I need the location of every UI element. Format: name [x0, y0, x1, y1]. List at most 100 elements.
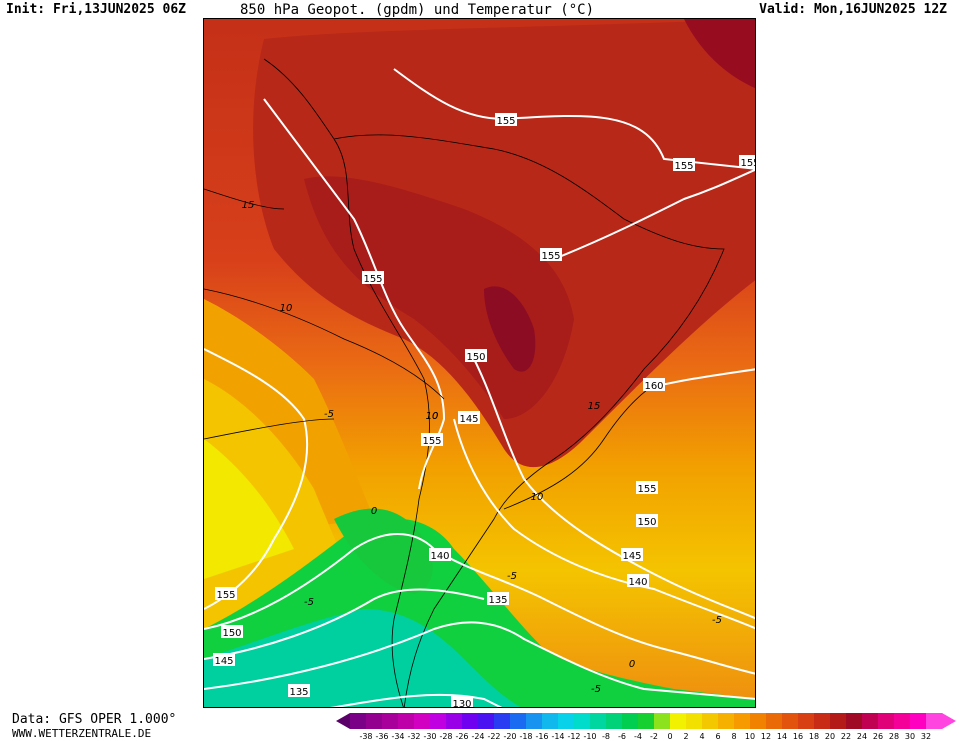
colorbar-swatch — [638, 713, 655, 729]
isotherm-5-west — [204, 418, 335, 440]
geopotential-contour-150 — [473, 358, 755, 620]
colorbar-tick-label: 18 — [809, 732, 819, 741]
colorbar-tick-label: -12 — [567, 732, 580, 741]
colorbar-swatch — [414, 713, 431, 729]
colorbar-tick-label: 30 — [905, 732, 915, 741]
svg-text:140: 140 — [628, 577, 647, 588]
svg-text:145: 145 — [622, 551, 641, 562]
geopotential-label: 155 — [421, 433, 443, 447]
colorbar-swatch — [606, 713, 623, 729]
geopotential-contour-155-mid — [553, 168, 755, 260]
colorbar-swatch — [670, 713, 687, 729]
colorbar-left-arrow — [336, 713, 350, 729]
geopotential-contour-145 — [453, 418, 755, 630]
weather-map: 1551551551551551501601451551551501451401… — [203, 18, 756, 708]
colorbar-swatch — [526, 713, 543, 729]
isotherm-label: -5 — [712, 615, 722, 626]
svg-text:160: 160 — [644, 381, 663, 392]
colorbar-swatch — [878, 713, 895, 729]
colorbar-tick-label: -16 — [535, 732, 548, 741]
isotherm-label: 10 — [280, 303, 293, 314]
colorbar-tick-label: 12 — [761, 732, 771, 741]
east-coastline — [333, 134, 725, 707]
colorbar-swatch — [926, 713, 943, 729]
geopotential-label: 155 — [739, 155, 755, 169]
colorbar-tick-label: -18 — [519, 732, 532, 741]
isotherm-15 — [204, 188, 285, 210]
geopotential-label: 135 — [288, 684, 310, 698]
colorbar-swatch — [398, 713, 415, 729]
colorbar-tick-label: -8 — [602, 732, 610, 741]
geopotential-contour-145-south — [204, 588, 485, 660]
colorbar-tick-label: -6 — [618, 732, 626, 741]
geopotential-contour-135 — [204, 621, 755, 700]
geopotential-contour-155-west — [263, 98, 446, 490]
colorbar-tick-label: 28 — [889, 732, 899, 741]
isotherm-label: -5 — [507, 571, 517, 582]
colorbar-tick-label: -4 — [634, 732, 642, 741]
svg-text:155: 155 — [216, 590, 235, 601]
colorbar-swatch — [366, 713, 383, 729]
colorbar-swatch — [910, 713, 927, 729]
colorbar-tick-label: -34 — [391, 732, 404, 741]
isotherm-label: 15 — [242, 200, 255, 211]
colorbar-swatch — [590, 713, 607, 729]
isotherm-label: 0 — [629, 659, 635, 670]
colorbar-swatch — [718, 713, 735, 729]
colorbar-swatch — [350, 713, 367, 729]
colorbar-swatch — [782, 713, 799, 729]
svg-text:155: 155 — [674, 161, 693, 172]
geopotential-label: 135 — [487, 592, 509, 606]
svg-text:135: 135 — [488, 595, 507, 606]
geopotential-label: 160 — [643, 378, 665, 392]
colorbar-swatch — [542, 713, 559, 729]
isotherm-label: 10 — [426, 411, 439, 422]
svg-text:140: 140 — [430, 551, 449, 562]
geopotential-label: 140 — [627, 574, 649, 588]
isotherm-10-east — [503, 378, 665, 510]
colorbar-tick-label: 16 — [793, 732, 803, 741]
colorbar-tick-label: -36 — [375, 732, 388, 741]
colorbar-tick-label: -2 — [650, 732, 658, 741]
chart-title: 850 hPa Geopot. (gpdm) und Temperatur (°… — [240, 2, 595, 18]
svg-text:145: 145 — [214, 656, 233, 667]
temp-hot-northeast — [684, 19, 755, 89]
colorbar-tick-label: -38 — [359, 732, 372, 741]
colorbar-swatch — [622, 713, 639, 729]
colorbar-swatch — [478, 713, 495, 729]
temp-hottest-spot — [484, 286, 536, 372]
colorbar-tick-label: 26 — [873, 732, 883, 741]
colorbar-tick-label: 32 — [921, 732, 931, 741]
isotherm-label: 15 — [588, 401, 601, 412]
colorbar-swatch — [894, 713, 911, 729]
geopotential-contour-155-ocean — [204, 348, 309, 610]
colorbar-swatch — [462, 713, 479, 729]
svg-text:155: 155 — [363, 274, 382, 285]
colorbar-swatch — [654, 713, 671, 729]
colorbar-tick-label: -22 — [487, 732, 500, 741]
geopotential-contour-150-south — [204, 533, 435, 630]
temperature-geopotential-map: 1551551551551551501601451551551501451401… — [204, 19, 755, 708]
svg-text:130: 130 — [452, 699, 471, 708]
colorbar-swatch — [846, 713, 863, 729]
website-label: WWW.WETTERZENTRALE.DE — [12, 727, 152, 740]
colorbar-tick-label: 0 — [667, 732, 672, 741]
colorbar-tick-label: -14 — [551, 732, 564, 741]
svg-text:150: 150 — [466, 352, 485, 363]
colorbar-swatch — [830, 713, 847, 729]
colorbar-tick-label: -32 — [407, 732, 420, 741]
geopotential-label: 145 — [621, 548, 643, 562]
geopotential-label: 155 — [362, 271, 384, 285]
colorbar-swatch — [750, 713, 767, 729]
colorbar-right-arrow — [942, 713, 956, 729]
colorbar-tick-label: 14 — [777, 732, 787, 741]
svg-text:155: 155 — [422, 436, 441, 447]
svg-text:155: 155 — [541, 251, 560, 262]
colorbar-tick-label: -24 — [471, 732, 484, 741]
init-time-label: Init: Fri,13JUN2025 06Z — [6, 2, 187, 17]
colorbar-tick-label: 4 — [699, 732, 704, 741]
geopotential-label: 150 — [636, 514, 658, 528]
colorbar-swatch — [686, 713, 703, 729]
geopotential-label: 155 — [673, 158, 695, 172]
geopotential-label: 155 — [540, 248, 562, 262]
